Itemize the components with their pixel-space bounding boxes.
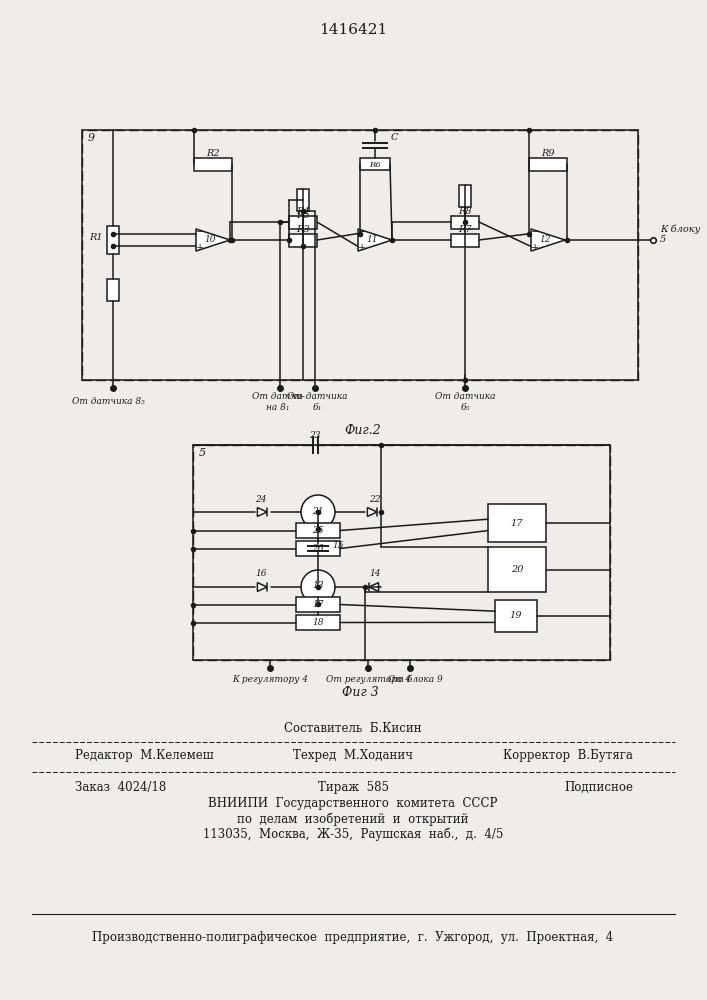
Text: 11: 11	[366, 234, 378, 243]
Bar	[529, 157, 567, 170]
Text: Производственно-полиграфическое  предприятие,  г.  Ужгород,  ул.  Проектная,  4: Производственно-полиграфическое предприя…	[93, 932, 614, 944]
Text: 26: 26	[312, 544, 324, 553]
Text: 25: 25	[312, 526, 324, 535]
Bar	[107, 226, 119, 254]
Text: R2: R2	[206, 148, 220, 157]
Text: 20: 20	[510, 565, 523, 574]
Text: R3: R3	[296, 225, 310, 233]
Text: −: −	[358, 229, 366, 237]
Text: 17: 17	[510, 518, 523, 528]
Text: R8: R8	[458, 207, 472, 216]
Text: 5: 5	[199, 448, 206, 458]
Text: От датчи-
на 8₁: От датчи- на 8₁	[252, 392, 305, 412]
Polygon shape	[257, 583, 267, 591]
Text: C: C	[391, 132, 399, 141]
Bar	[495, 600, 537, 632]
Text: ВНИИПИ  Государственного  комитета  СССР: ВНИИПИ Государственного комитета СССР	[209, 798, 498, 810]
Text: R1: R1	[89, 233, 103, 242]
Text: 12: 12	[539, 234, 551, 243]
Text: 10: 10	[204, 234, 216, 243]
Text: по  делам  изобретений  и  открытий: по делам изобретений и открытий	[238, 812, 469, 826]
Text: 16: 16	[255, 570, 267, 578]
Polygon shape	[531, 229, 565, 251]
Text: 19: 19	[510, 611, 522, 620]
Bar	[488, 504, 546, 542]
Text: R9: R9	[541, 148, 555, 157]
Text: Техред  М.Ходанич: Техред М.Ходанич	[293, 750, 413, 762]
Polygon shape	[368, 508, 377, 516]
Text: 15: 15	[332, 540, 344, 550]
Text: −: −	[196, 229, 204, 237]
Text: +: +	[358, 242, 366, 251]
Text: Подписное: Подписное	[564, 780, 633, 794]
Text: +: +	[196, 242, 204, 251]
Text: 113035,  Москва,  Ж-35,  Раушская  наб.,  д.  4/5: 113035, Москва, Ж-35, Раушская наб., д. …	[203, 827, 503, 841]
Text: R6: R6	[369, 161, 381, 169]
Bar	[296, 523, 340, 538]
Text: 18: 18	[312, 618, 324, 627]
Text: Редактор  М.Келемеш: Редактор М.Келемеш	[75, 750, 214, 762]
Text: Составитель  Б.Кисин: Составитель Б.Кисин	[284, 722, 422, 734]
Polygon shape	[257, 508, 267, 516]
Text: 22: 22	[369, 494, 381, 504]
Circle shape	[301, 495, 335, 529]
Text: −: −	[531, 229, 539, 237]
Text: От датчика
6₅: От датчика 6₅	[435, 392, 495, 412]
Bar	[193, 445, 610, 660]
Polygon shape	[196, 229, 230, 251]
Bar	[296, 597, 340, 612]
Text: R4: R4	[296, 207, 310, 216]
Text: R7: R7	[458, 225, 472, 233]
Polygon shape	[358, 229, 392, 251]
Text: От датчика
6₁: От датчика 6₁	[287, 392, 347, 412]
Bar	[107, 279, 119, 301]
Bar	[289, 233, 317, 246]
Text: +: +	[531, 242, 539, 251]
Text: 9: 9	[88, 133, 95, 143]
Polygon shape	[369, 583, 379, 591]
Text: Заказ  4024/18: Заказ 4024/18	[75, 780, 166, 794]
Bar	[289, 216, 317, 229]
Text: 13: 13	[312, 582, 324, 590]
Text: Фиг 3: Фиг 3	[341, 686, 378, 698]
Text: Фиг.2: Фиг.2	[344, 424, 381, 436]
Bar	[459, 185, 471, 207]
Text: К регулятору 4: К регулятору 4	[232, 676, 308, 684]
Bar	[360, 158, 390, 170]
Text: 1416421: 1416421	[319, 23, 387, 37]
Bar	[82, 130, 638, 380]
Text: 14: 14	[369, 570, 381, 578]
Text: R5: R5	[296, 212, 310, 221]
Text: 23: 23	[309, 430, 321, 440]
Text: 24: 24	[255, 494, 267, 504]
Bar	[488, 547, 546, 592]
Text: К блоку
5: К блоку 5	[660, 224, 700, 244]
Text: От регулятора 4: От регулятора 4	[325, 676, 411, 684]
Text: От датчика 8₅: От датчика 8₅	[71, 397, 144, 406]
Circle shape	[301, 570, 335, 604]
Bar	[296, 541, 340, 556]
Bar	[451, 216, 479, 229]
Bar	[297, 189, 309, 211]
Bar	[296, 615, 340, 630]
Text: 21: 21	[312, 506, 324, 516]
Bar	[451, 233, 479, 246]
Text: 17: 17	[312, 600, 324, 609]
Text: От блока 9: От блока 9	[387, 676, 443, 684]
Text: Тираж  585: Тираж 585	[317, 780, 389, 794]
Bar	[194, 157, 232, 170]
Text: Корректор  В.Бутяга: Корректор В.Бутяга	[503, 750, 633, 762]
